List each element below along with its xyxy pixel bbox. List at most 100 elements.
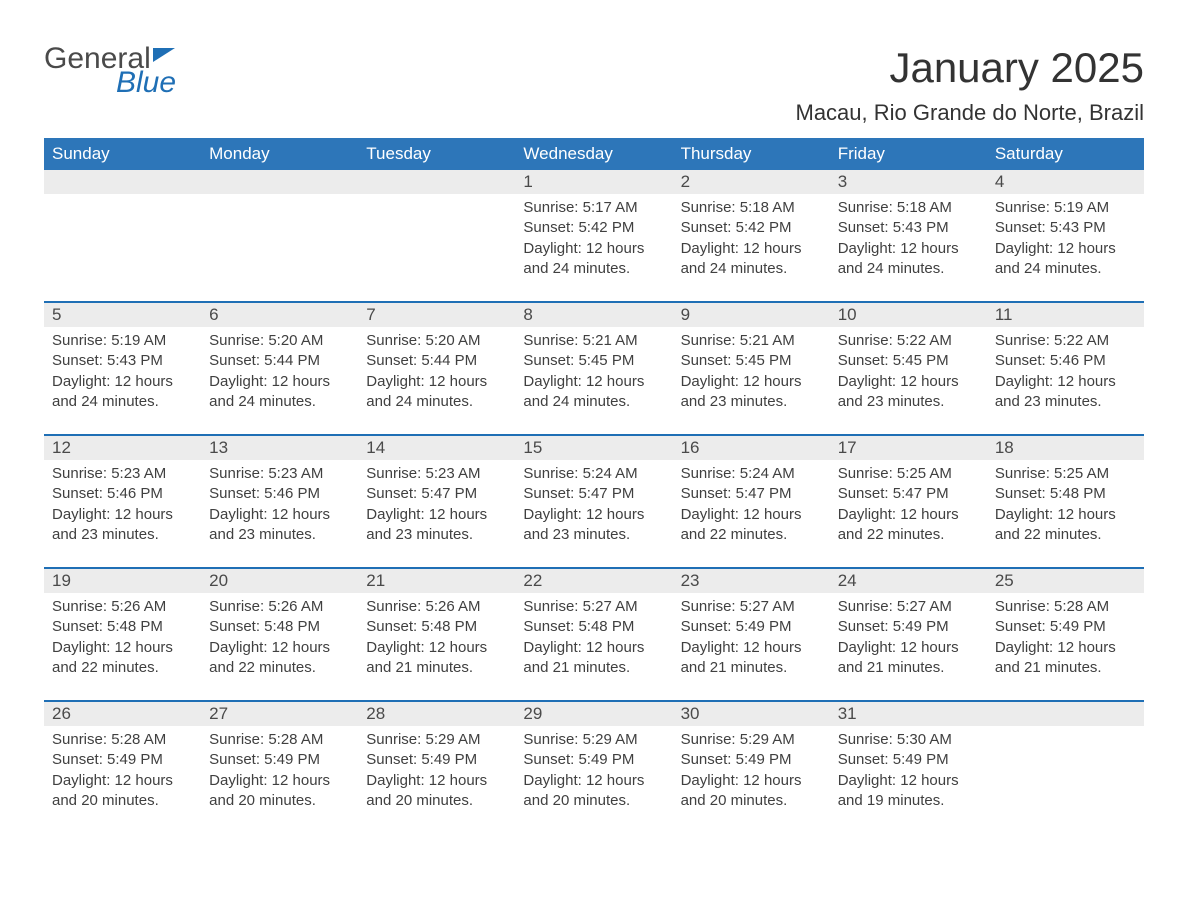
day-number: 26 (44, 702, 201, 726)
day-number: 12 (44, 436, 201, 460)
day-number: 8 (515, 303, 672, 327)
calendar-day-cell: 8Sunrise: 5:21 AMSunset: 5:45 PMDaylight… (515, 302, 672, 435)
daylight-line: Daylight: 12 hours and 21 minutes. (838, 638, 979, 679)
sunset-line: Sunset: 5:42 PM (523, 218, 664, 238)
title-block: January 2025 Macau, Rio Grande do Norte,… (796, 44, 1145, 138)
sunset-line: Sunset: 5:49 PM (681, 750, 822, 770)
day-number (201, 170, 358, 194)
day-number: 4 (987, 170, 1144, 194)
day-number: 5 (44, 303, 201, 327)
day-number: 14 (358, 436, 515, 460)
calendar-day-cell: 16 Sunrise: 5:24 AMSunset: 5:47 PMDayligh… (673, 435, 830, 568)
sunset-line: Sunset: 5:48 PM (52, 617, 193, 637)
day-number: 29 (515, 702, 672, 726)
daylight-line: Daylight: 12 hours and 22 minutes. (995, 505, 1136, 546)
sunset-line: Sunset: 5:49 PM (209, 750, 350, 770)
calendar-day-cell (987, 701, 1144, 833)
daylight-line: Daylight: 12 hours and 24 minutes. (995, 239, 1136, 280)
sunrise-line: Sunrise: 5:22 AM (995, 331, 1136, 351)
daylight-line: Daylight: 12 hours and 22 minutes. (209, 638, 350, 679)
daylight-line: Daylight: 12 hours and 23 minutes. (681, 372, 822, 413)
daylight-line: Daylight: 12 hours and 21 minutes. (523, 638, 664, 679)
calendar-day-cell: 26Sunrise: 5:28 AMSunset: 5:49 PMDayligh… (44, 701, 201, 833)
sunrise-line: Sunrise: 5:24 AM (681, 464, 822, 484)
daylight-line: Daylight: 12 hours and 23 minutes. (523, 505, 664, 546)
daylight-line: Daylight: 12 hours and 23 minutes. (52, 505, 193, 546)
calendar-day-cell: 9Sunrise: 5:21 AMSunset: 5:45 PMDaylight… (673, 302, 830, 435)
daylight-line: Daylight: 12 hours and 22 minutes. (52, 638, 193, 679)
day-number: 13 (201, 436, 358, 460)
sunrise-line: Sunrise: 5:25 AM (838, 464, 979, 484)
calendar-day-cell: 7Sunrise: 5:20 AMSunset: 5:44 PMDaylight… (358, 302, 515, 435)
daylight-line: Daylight: 12 hours and 24 minutes. (681, 239, 822, 280)
sunset-line: Sunset: 5:45 PM (681, 351, 822, 371)
day-number: 10 (830, 303, 987, 327)
daylight-line: Daylight: 12 hours and 21 minutes. (995, 638, 1136, 679)
daylight-line: Daylight: 12 hours and 24 minutes. (523, 239, 664, 280)
day-number: 16 (673, 436, 830, 460)
sunrise-line: Sunrise: 5:20 AM (366, 331, 507, 351)
sunset-line: Sunset: 5:49 PM (995, 617, 1136, 637)
sunrise-line: Sunrise: 5:27 AM (838, 597, 979, 617)
sunset-line: Sunset: 5:46 PM (995, 351, 1136, 371)
sunrise-line: Sunrise: 5:23 AM (366, 464, 507, 484)
day-number: 1 (515, 170, 672, 194)
calendar-day-cell: 1Sunrise: 5:17 AMSunset: 5:42 PMDaylight… (515, 170, 672, 302)
day-number (44, 170, 201, 194)
page-title: January 2025 (796, 44, 1145, 92)
sunrise-line: Sunrise: 5:30 AM (838, 730, 979, 750)
day-number (987, 702, 1144, 726)
sunset-line: Sunset: 5:47 PM (681, 484, 822, 504)
calendar-day-cell: 25 Sunrise: 5:28 AMSunset: 5:49 PMDayligh… (987, 568, 1144, 701)
day-number: 25 (987, 569, 1144, 593)
day-number: 30 (673, 702, 830, 726)
daylight-line: Daylight: 12 hours and 20 minutes. (209, 771, 350, 812)
daylight-line: Daylight: 12 hours and 23 minutes. (995, 372, 1136, 413)
daylight-line: Daylight: 12 hours and 20 minutes. (366, 771, 507, 812)
day-number: 15 (515, 436, 672, 460)
calendar-day-cell: 5Sunrise: 5:19 AMSunset: 5:43 PMDaylight… (44, 302, 201, 435)
sunrise-line: Sunrise: 5:29 AM (366, 730, 507, 750)
sunset-line: Sunset: 5:47 PM (523, 484, 664, 504)
daylight-line: Daylight: 12 hours and 24 minutes. (52, 372, 193, 413)
day-number (358, 170, 515, 194)
day-number: 21 (358, 569, 515, 593)
sunset-line: Sunset: 5:49 PM (681, 617, 822, 637)
day-number: 9 (673, 303, 830, 327)
sunset-line: Sunset: 5:48 PM (366, 617, 507, 637)
calendar-day-cell: 27 Sunrise: 5:28 AMSunset: 5:49 PMDayligh… (201, 701, 358, 833)
calendar-day-cell (201, 170, 358, 302)
daylight-line: Daylight: 12 hours and 23 minutes. (366, 505, 507, 546)
sunrise-line: Sunrise: 5:25 AM (995, 464, 1136, 484)
daylight-line: Daylight: 12 hours and 22 minutes. (681, 505, 822, 546)
calendar-day-cell: 6Sunrise: 5:20 AMSunset: 5:44 PMDaylight… (201, 302, 358, 435)
sunset-line: Sunset: 5:44 PM (209, 351, 350, 371)
sunrise-line: Sunrise: 5:28 AM (209, 730, 350, 750)
daylight-line: Daylight: 12 hours and 23 minutes. (838, 372, 979, 413)
calendar-day-cell: 17Sunrise: 5:25 AMSunset: 5:47 PMDayligh… (830, 435, 987, 568)
logo: General Blue (44, 44, 176, 98)
day-number: 24 (830, 569, 987, 593)
daylight-line: Daylight: 12 hours and 20 minutes. (52, 771, 193, 812)
calendar-day-cell: 21Sunrise: 5:26 AMSunset: 5:48 PMDayligh… (358, 568, 515, 701)
sunrise-line: Sunrise: 5:28 AM (995, 597, 1136, 617)
daylight-line: Daylight: 12 hours and 22 minutes. (838, 505, 979, 546)
weekday-header: Wednesday (515, 138, 672, 170)
calendar-day-cell: 3Sunrise: 5:18 AMSunset: 5:43 PMDaylight… (830, 170, 987, 302)
day-number: 17 (830, 436, 987, 460)
daylight-line: Daylight: 12 hours and 21 minutes. (366, 638, 507, 679)
sunset-line: Sunset: 5:48 PM (995, 484, 1136, 504)
sunrise-line: Sunrise: 5:27 AM (523, 597, 664, 617)
sunrise-line: Sunrise: 5:23 AM (209, 464, 350, 484)
day-number: 11 (987, 303, 1144, 327)
calendar-day-cell: 15 Sunrise: 5:24 AMSunset: 5:47 PMDayligh… (515, 435, 672, 568)
sunset-line: Sunset: 5:49 PM (523, 750, 664, 770)
daylight-line: Daylight: 12 hours and 19 minutes. (838, 771, 979, 812)
day-number: 3 (830, 170, 987, 194)
calendar-day-cell: 30Sunrise: 5:29 AMSunset: 5:49 PMDayligh… (673, 701, 830, 833)
sunset-line: Sunset: 5:49 PM (838, 750, 979, 770)
daylight-line: Daylight: 12 hours and 24 minutes. (838, 239, 979, 280)
sunrise-line: Sunrise: 5:24 AM (523, 464, 664, 484)
day-number: 27 (201, 702, 358, 726)
calendar-week-row: 26Sunrise: 5:28 AMSunset: 5:49 PMDayligh… (44, 701, 1144, 833)
